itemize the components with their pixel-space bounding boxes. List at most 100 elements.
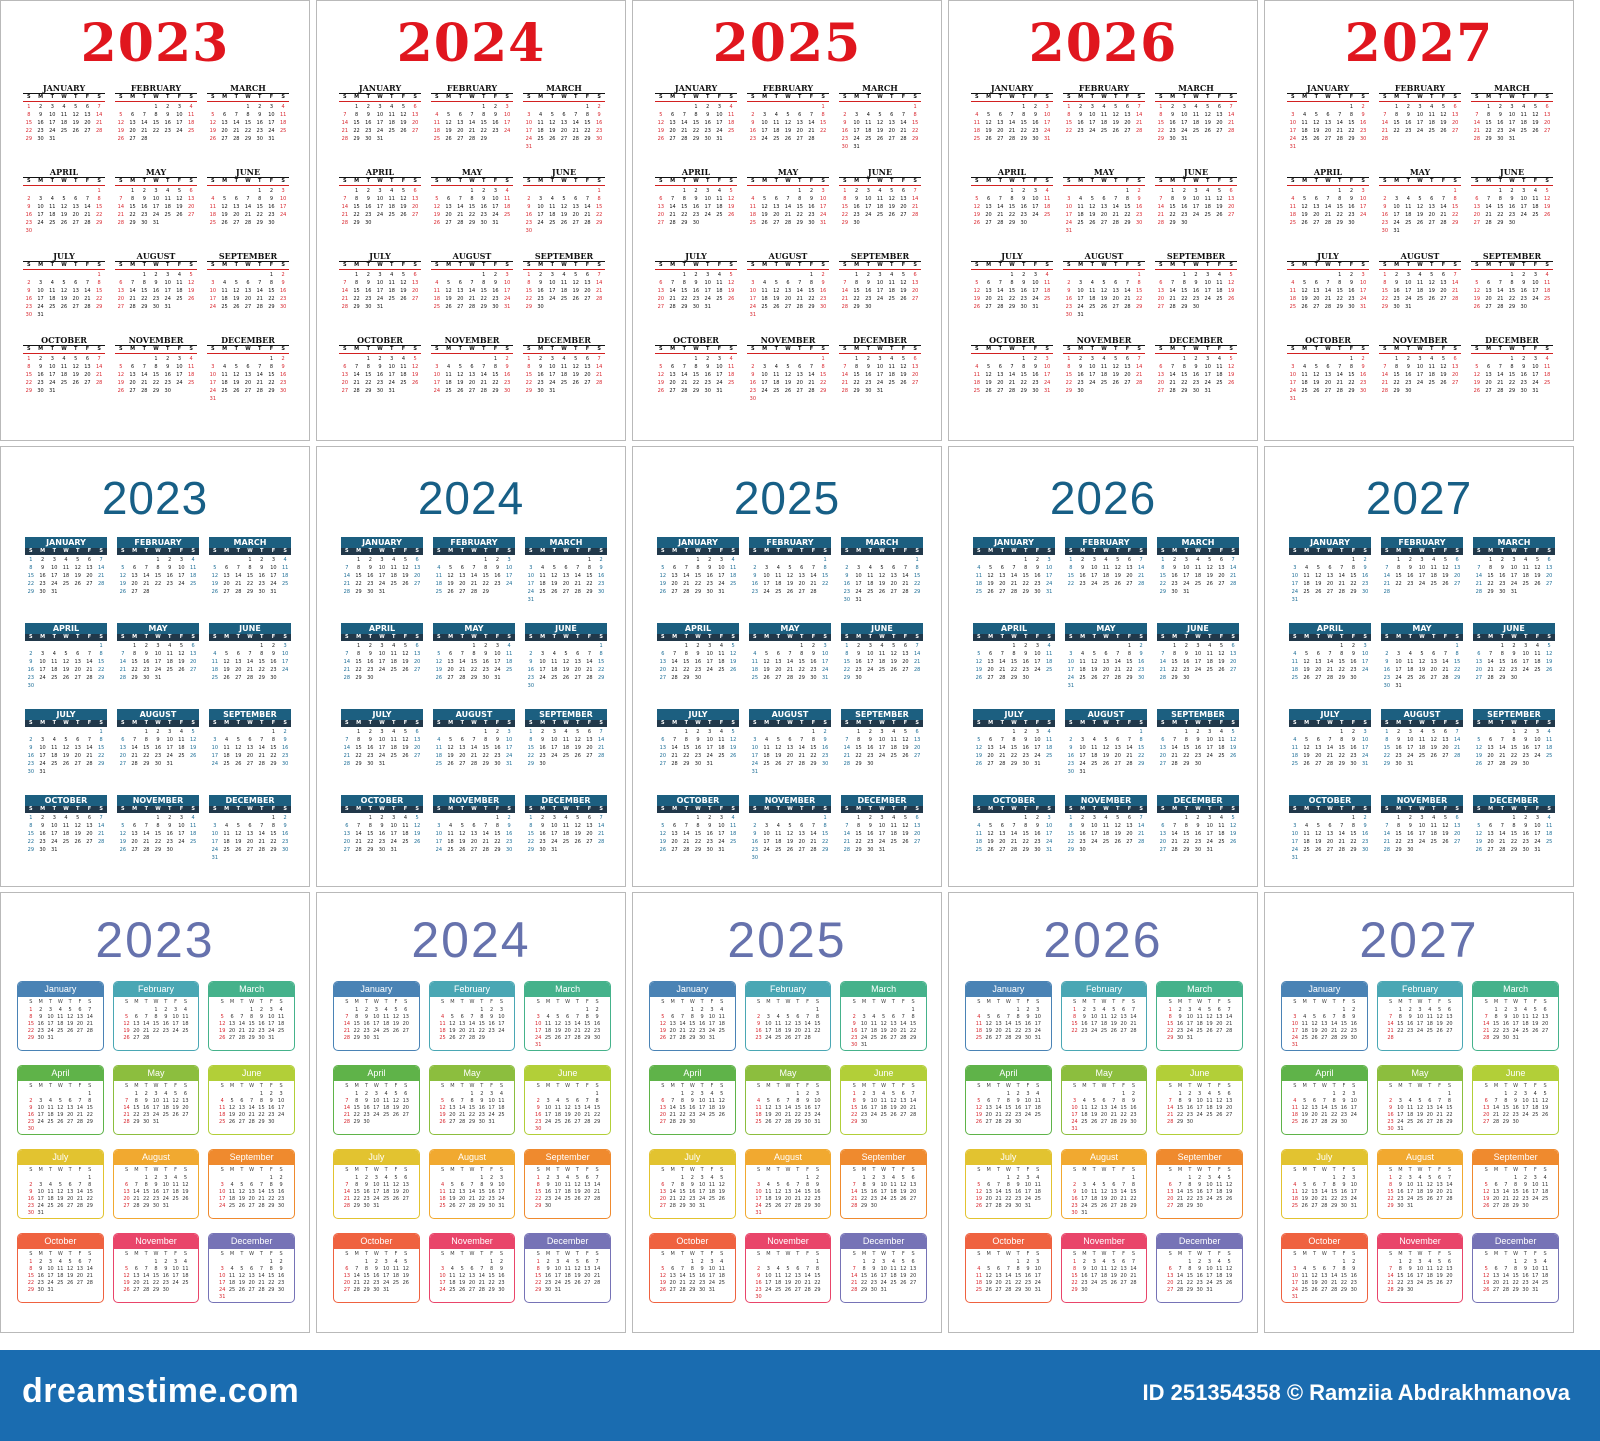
- day-number: 25: [1079, 675, 1086, 681]
- weekday-letter: T: [1182, 262, 1186, 268]
- weekday-letter: F: [1219, 806, 1224, 812]
- day-number: 18: [1218, 745, 1225, 751]
- weekday-letter: M: [224, 720, 230, 726]
- month-block: OCTOBER S M T W T F S 1 2 3 4 5 6 7 8 9 10 11 12 13 14 15 16 17 1…: [1287, 335, 1369, 415]
- day-number: 15: [692, 120, 700, 126]
- day-number: 29: [494, 847, 501, 853]
- day-number: 6: [1453, 356, 1457, 362]
- empty-cell: [127, 271, 139, 279]
- day-number: 28: [595, 296, 603, 302]
- empty-cell: [806, 103, 818, 111]
- empty-cell: [784, 556, 796, 564]
- day-number: 21: [997, 296, 1004, 302]
- day-number: 22: [1008, 212, 1016, 218]
- weekday-letter: S: [1545, 178, 1549, 184]
- day-number: 31: [718, 847, 725, 853]
- day-number: 30: [692, 220, 700, 226]
- day-number: 23: [694, 753, 702, 759]
- day-number: 4: [211, 196, 215, 202]
- day-number: 11: [718, 737, 725, 743]
- day-number: 8: [811, 737, 816, 743]
- day-number: 17: [876, 372, 884, 378]
- day-number: 15: [1171, 659, 1178, 665]
- day-number: 5: [1092, 651, 1096, 657]
- day-number: 17: [865, 204, 872, 210]
- weekday-letter: T: [575, 720, 580, 726]
- day-number: 22: [129, 212, 136, 218]
- day-number: 17: [819, 204, 827, 210]
- day-number: 5: [762, 196, 767, 202]
- day-number: 10: [1032, 196, 1039, 202]
- day-number: 24: [1194, 667, 1202, 673]
- weekday-letter: S: [1453, 262, 1457, 268]
- day-number: 9: [1510, 196, 1514, 202]
- month-name: NOVEMBER: [1065, 795, 1147, 806]
- day-grid: 1 2 3 4 5 6 7 8 9 10 11 12 13 14 15 16 17 18 19 20 21 22 23 24 2…: [341, 728, 423, 768]
- weekday-letter: W: [877, 94, 883, 100]
- day-number: 12: [1473, 288, 1481, 294]
- day-number: 31: [1510, 589, 1518, 595]
- day-number: 29: [1020, 388, 1027, 394]
- day-number: 27: [246, 847, 254, 853]
- day-number: 30: [270, 675, 277, 681]
- day-number: 7: [1326, 280, 1330, 286]
- day-number: 19: [62, 667, 70, 673]
- day-number: 14: [597, 823, 605, 829]
- weekday-letter: T: [1429, 262, 1434, 268]
- weekday-letter: T: [257, 346, 262, 352]
- day-number: 5: [1545, 188, 1549, 194]
- weekday-letter: M: [538, 178, 544, 184]
- weekday-letter: M: [1394, 178, 1400, 184]
- day-number: 25: [223, 761, 230, 767]
- empty-cell: [1322, 103, 1334, 111]
- day-number: 17: [867, 659, 874, 665]
- day-number: 24: [1065, 220, 1073, 226]
- day-number: 8: [1024, 823, 1028, 829]
- day-number: 22: [492, 380, 499, 386]
- day-number: 28: [470, 589, 478, 595]
- weekday-letter: M: [354, 94, 360, 100]
- day-number: 18: [1043, 288, 1051, 294]
- day-number: 19: [574, 831, 581, 837]
- month-name: JUNE: [551, 167, 577, 177]
- day-number: 18: [433, 128, 441, 134]
- day-number: 22: [1157, 128, 1165, 134]
- day-number: 18: [1077, 212, 1084, 218]
- empty-cell: [1301, 642, 1313, 650]
- day-number: 23: [1169, 128, 1176, 134]
- weekday-letter: W: [785, 178, 791, 184]
- day-number: 6: [189, 188, 193, 194]
- day-number: 28: [1324, 220, 1332, 226]
- day-number: 13: [669, 372, 676, 378]
- day-number: 12: [761, 204, 768, 210]
- day-number: 16: [1381, 212, 1389, 218]
- day-number: 16: [865, 372, 872, 378]
- weekday-letter: S: [437, 806, 441, 812]
- weekday-letter: F: [1441, 262, 1446, 268]
- day-number: 20: [987, 667, 994, 673]
- day-number: 3: [1533, 356, 1538, 362]
- months-grid: JANUARY S M T W T F S 1 2 3 4 5 6 7 8 9 10 11 12 13 14 15 16 17 1…: [655, 83, 921, 415]
- day-number: 23: [164, 128, 171, 134]
- day-number: 13: [1227, 196, 1235, 202]
- weekday-letter: S: [527, 178, 531, 184]
- weekday-letter: S: [1383, 178, 1387, 184]
- day-number: 1: [144, 729, 148, 735]
- day-number: 15: [25, 120, 33, 126]
- day-number: 22: [154, 581, 162, 587]
- day-number: 7: [1139, 815, 1143, 821]
- day-number: 26: [1112, 128, 1119, 134]
- day-number: 7: [682, 112, 686, 118]
- day-number: 10: [1520, 196, 1527, 202]
- day-number: 5: [401, 104, 406, 110]
- day-number: 20: [987, 753, 994, 759]
- day-number: 1: [694, 356, 698, 362]
- empty-cell: [341, 814, 353, 822]
- day-number: 5: [988, 823, 993, 829]
- day-number: 14: [258, 745, 265, 751]
- empty-cell: [221, 556, 233, 564]
- day-number: 7: [1475, 112, 1479, 118]
